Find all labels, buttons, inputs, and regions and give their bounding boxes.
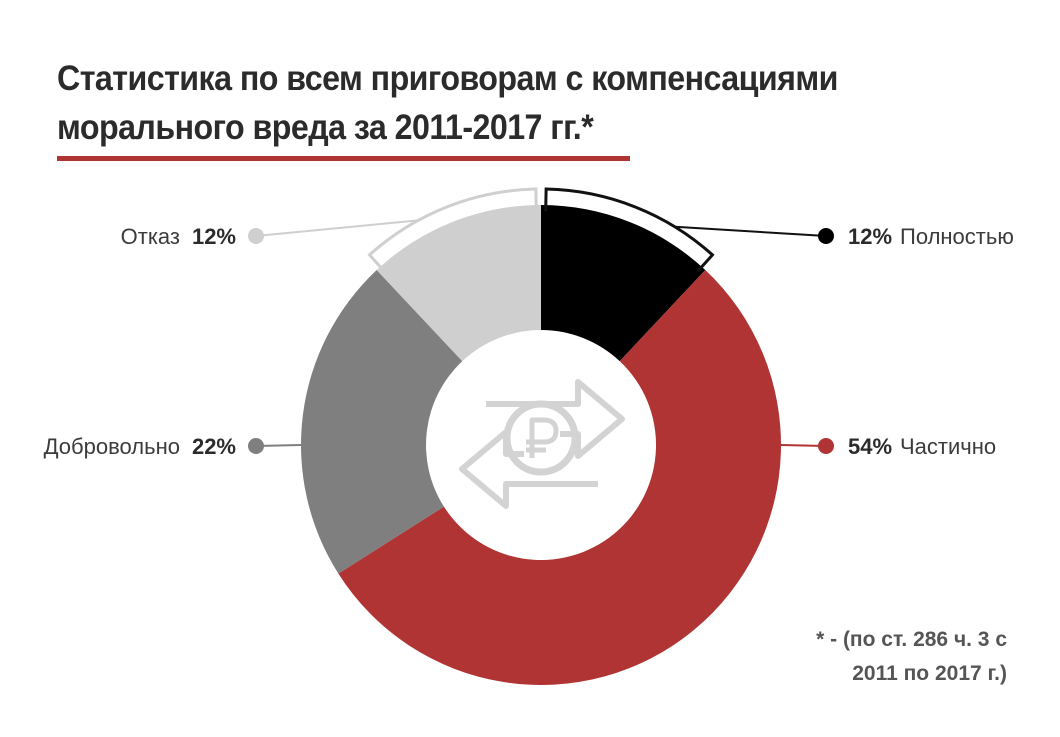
category-label-2: Добровольно [44, 434, 180, 459]
leader-line-3 [255, 219, 419, 237]
slice-labels: 12% Полностью 54% Частично 22% Добровольно 12%… [44, 219, 1014, 459]
legend-dot-2 [248, 438, 264, 454]
value-label-2: 22% [192, 434, 236, 459]
legend-dot-0 [818, 228, 834, 244]
legend-dot-1 [818, 438, 834, 454]
category-label-3: Отказ [121, 224, 180, 249]
footnote: * - (по ст. 286 ч. 3 с 2011 по 2017 г.) [707, 623, 1007, 691]
legend-dot-3 [248, 228, 264, 244]
value-label-3: 12% [192, 224, 236, 249]
slice-2 [301, 270, 463, 574]
callout-bracket-0 [544, 187, 715, 273]
title-underline [57, 156, 630, 161]
category-label-0: Полностью [900, 224, 1014, 249]
value-label-0: 12% [848, 224, 892, 249]
callout-brackets [367, 187, 715, 273]
title-line-2: морального вреда за 2011-2017 гг.* [57, 108, 594, 147]
title-line-1: Статистика по всем приговорам с компенса… [57, 59, 838, 98]
chart-title: Статистика по всем приговорам с компенса… [57, 54, 867, 152]
donut-slices [301, 205, 781, 685]
value-label-1: 54% [848, 434, 892, 459]
slice-1 [338, 270, 781, 685]
footnote-line-2: 2011 по 2017 г.) [852, 662, 1007, 685]
slice-0 [541, 205, 706, 362]
footnote-line-1: * - (по ст. 286 ч. 3 с [816, 628, 1007, 651]
category-label-1: Частично [900, 434, 996, 459]
callout-bracket-3 [367, 187, 538, 273]
leader-line-0 [674, 225, 827, 237]
slice-3 [376, 205, 541, 362]
ruble-exchange-icon [459, 379, 625, 509]
